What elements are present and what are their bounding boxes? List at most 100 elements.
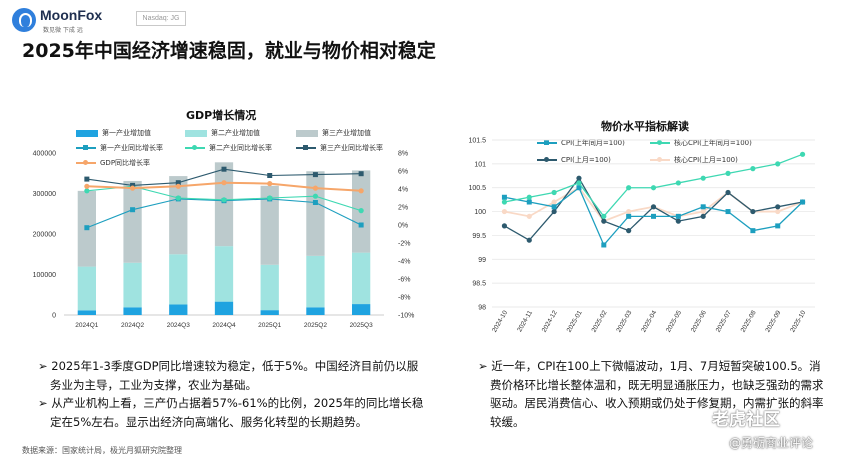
cpi-y-tick-label: 98.5: [472, 281, 486, 288]
gdp-y2-tick-label: -2%: [398, 241, 410, 248]
cpi-series-point: [750, 208, 756, 215]
cpi-series-point: [576, 180, 582, 186]
gdp-y-tick-label: 100000: [33, 272, 56, 279]
gdp-x-tick-label: 2024Q1: [75, 322, 99, 329]
cpi-series-point: [700, 213, 706, 219]
gdp-bar-segment: [77, 310, 96, 315]
legend-tertiary-growth: 第三产业同比增长率: [296, 143, 383, 153]
gdp-bar-segment: [260, 310, 279, 315]
gdp-bar-segment: [123, 307, 142, 315]
cpi-series-point: [650, 185, 657, 191]
gdp-growth-point: [221, 197, 227, 203]
left-analysis: ➢ 2025年1-3季度GDP同比增速较为稳定，低于5%。中国经济目前仍以服务业…: [38, 357, 424, 431]
cpi-series-point: [626, 185, 632, 191]
cpi-series-point: [551, 208, 557, 215]
watermark-handle: @勇砺商业评论: [729, 436, 814, 450]
gdp-bar-segment: [169, 254, 188, 305]
cpi-series-point: [501, 223, 508, 229]
gdp-x-tick-label: 2024Q2: [121, 322, 145, 329]
cpi-x-tick-label: 2025-04: [640, 309, 658, 333]
right-bullet-text: 近一年，CPI在100上下微幅波动，1月、7月短暂突破100.5。消费价格环比增…: [490, 359, 824, 429]
cpi-series-point: [501, 208, 508, 215]
gdp-growth-point: [175, 195, 181, 201]
cpi-series-point: [526, 199, 532, 205]
gdp-growth-point: [84, 188, 90, 194]
legend-label: 第二产业增加值: [211, 129, 260, 137]
gdp-growth-point: [312, 193, 319, 199]
cpi-y-tick-label: 99.5: [472, 233, 486, 240]
gdp-x-tick-label: 2024Q3: [167, 322, 191, 329]
gdp-growth-point: [358, 222, 364, 228]
cpi-series-point: [750, 228, 756, 234]
gdp-growth-point: [358, 171, 364, 177]
gdp-growth-point: [312, 185, 319, 191]
cpi-series-point: [725, 209, 731, 215]
cpi-series-point: [551, 199, 557, 205]
legend-swatch: [296, 129, 318, 137]
gdp-growth-point: [175, 183, 181, 189]
gdp-growth-point: [175, 180, 181, 186]
legend-swatch: [76, 129, 98, 137]
legend-primary-bar: 第一产业增加值: [76, 128, 151, 138]
gdp-growth-point: [312, 172, 318, 178]
gdp-y2-tick-label: -4%: [398, 259, 410, 266]
legend-label: 第一产业增加值: [102, 129, 151, 137]
cpi-series-point: [601, 218, 607, 224]
cpi-series-point: [700, 204, 706, 210]
gdp-growth-point: [84, 183, 90, 189]
gdp-bar-segment: [352, 304, 371, 315]
cpi-x-tick-label: 2025-05: [665, 309, 683, 333]
gdp-y2-tick-label: -8%: [398, 295, 410, 302]
legend-secondary-bar: 第二产业增加值: [185, 128, 260, 138]
cpi-y-tick-label: 98: [478, 305, 486, 312]
gdp-y-tick-label: 400000: [33, 151, 56, 158]
gdp-bar-segment: [260, 185, 279, 265]
gdp-growth-point: [84, 176, 90, 182]
cpi-series-point: [626, 228, 632, 234]
gdp-growth-point: [267, 195, 273, 201]
legend-swatch: [537, 140, 557, 145]
cpi-y-tick-label: 99: [478, 257, 486, 264]
gdp-bar-segment: [306, 307, 325, 315]
cpi-x-tick-label: 2025-06: [690, 309, 708, 333]
gdp-growth-point: [84, 225, 90, 231]
moonfox-logo-icon: [12, 8, 36, 32]
gdp-chart-title: GDP增长情况: [186, 109, 257, 122]
exchange-badge: Nasdaq: JG: [136, 11, 186, 26]
cpi-series-point: [800, 199, 806, 205]
cpi-series-point: [750, 166, 756, 172]
legend-swatch: [76, 145, 96, 150]
gdp-bar-segment: [123, 180, 142, 263]
cpi-series-point: [775, 204, 781, 210]
gdp-growth-point: [221, 166, 227, 172]
gdp-bar-segment: [260, 264, 279, 311]
cpi-series-point: [700, 175, 706, 181]
legend-swatch: [537, 157, 557, 162]
left-bullet-text: 从产业机构上看，三产仍占据着57%-61%的比例，2025年的同比增长稳定在5%…: [50, 396, 424, 429]
moonfox-logo: MoonFox 数见微 下成 远: [12, 7, 132, 35]
brand-slogan: 数见微 下成 远: [43, 27, 83, 34]
gdp-bar-segment: [123, 262, 142, 308]
legend-swatch: [296, 145, 316, 150]
legend-cpi-mom: CPI(上月=100): [537, 155, 611, 165]
gdp-growth-point: [221, 180, 227, 186]
cpi-series-point: [601, 213, 607, 219]
cpi-series-point: [775, 223, 781, 229]
gdp-bar-segment: [214, 301, 234, 315]
cpi-series-point: [526, 237, 532, 243]
page-title: 2025年中国经济增速稳固，就业与物价相对稳定: [22, 40, 436, 62]
cpi-series-point: [576, 175, 582, 181]
right-analysis: ➢ 近一年，CPI在100上下微幅波动，1月、7月短暂突破100.5。消费价格环…: [478, 357, 826, 431]
legend-secondary-growth: 第二产业同比增长率: [185, 143, 272, 153]
cpi-x-tick-label: 2024-11: [516, 309, 534, 333]
cpi-x-tick-label: 2025-01: [566, 309, 584, 333]
gdp-growth-point: [267, 173, 273, 178]
gdp-y2-tick-label: 8%: [398, 151, 408, 158]
legend-swatch: [76, 160, 96, 165]
brand-name: MoonFox: [40, 7, 103, 23]
legend-label: 第三产业同比增长率: [320, 144, 383, 152]
cpi-series-point: [675, 213, 681, 219]
left-bullet: ➢ 2025年1-3季度GDP同比增速较为稳定，低于5%。中国经济目前仍以服务业…: [38, 359, 419, 392]
gdp-bar-segment: [306, 255, 325, 308]
